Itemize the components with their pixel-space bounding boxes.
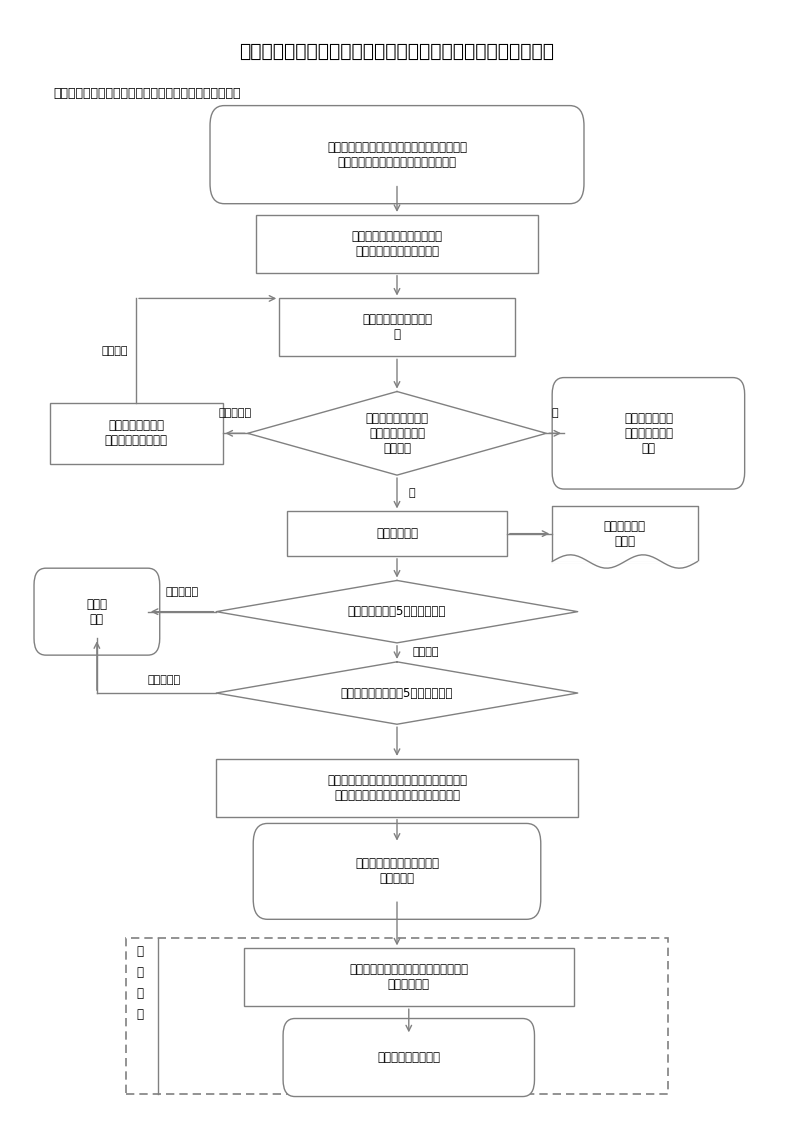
Text: 补齐材料: 补齐材料 xyxy=(102,346,129,356)
Text: 当场退回，并出具
《业务指引告知书》: 当场退回，并出具 《业务指引告知书》 xyxy=(105,419,168,447)
FancyBboxPatch shape xyxy=(50,403,222,464)
FancyBboxPatch shape xyxy=(210,106,584,203)
Text: 办结：后续流程办结: 办结：后续流程办结 xyxy=(377,1051,441,1063)
Text: 不予受理，出具
《不予受理决定
书》: 不予受理，出具 《不予受理决定 书》 xyxy=(624,412,673,455)
FancyBboxPatch shape xyxy=(126,938,668,1094)
Text: 材料不齐全: 材料不齐全 xyxy=(218,409,252,418)
FancyBboxPatch shape xyxy=(216,759,578,816)
FancyBboxPatch shape xyxy=(283,1019,534,1096)
FancyBboxPatch shape xyxy=(253,823,541,920)
Text: 审核（补齐补正5个工作日内）: 审核（补齐补正5个工作日内） xyxy=(348,605,446,618)
Text: 审批办理（补齐补正5个工作日内）: 审批办理（补齐补正5个工作日内） xyxy=(341,686,453,700)
FancyBboxPatch shape xyxy=(287,511,507,556)
Text: 说明：窗口办理补齐补正业务，时限不计入承诺办理时限: 说明：窗口办理补齐补正业务，时限不计入承诺办理时限 xyxy=(54,86,241,100)
Text: 审核通过: 审核通过 xyxy=(413,647,439,657)
FancyBboxPatch shape xyxy=(279,299,515,356)
Text: 否: 否 xyxy=(552,409,558,418)
Text: 审批不通过: 审批不通过 xyxy=(148,675,181,685)
Polygon shape xyxy=(552,505,697,562)
FancyBboxPatch shape xyxy=(34,568,160,655)
Text: 送达：参保人可网上查看基
数调高结果: 送达：参保人可网上查看基 数调高结果 xyxy=(355,857,439,885)
Text: 申请人填写申请表，并按照业
务办理的指南准备业务材料: 申请人填写申请表，并按照业 务办理的指南准备业务材料 xyxy=(352,230,442,258)
FancyBboxPatch shape xyxy=(244,948,574,1006)
FancyBboxPatch shape xyxy=(256,214,538,273)
Text: 申请人前往深圳市行政服务大厅社会保障服务
厅综合窗口，工作人员指引填写申请表: 申请人前往深圳市行政服务大厅社会保障服务 厅综合窗口，工作人员指引填写申请表 xyxy=(327,140,467,168)
Text: 告知申
请人: 告知申 请人 xyxy=(87,597,107,626)
Text: 现场取号，窗口申请办
理: 现场取号，窗口申请办 理 xyxy=(362,313,432,341)
Text: 受理（即时）: 受理（即时） xyxy=(376,527,418,540)
Text: 审核不通过: 审核不通过 xyxy=(166,586,198,596)
Text: 是: 是 xyxy=(409,489,415,499)
Text: 出具《受理告
知书》: 出具《受理告 知书》 xyxy=(604,520,646,548)
FancyBboxPatch shape xyxy=(552,377,745,489)
Text: 企业职工社会保险费断缴补缴申报窗口办理流程图（基数调高）: 企业职工社会保险费断缴补缴申报窗口办理流程图（基数调高） xyxy=(240,42,554,61)
Text: 后
续
流
程: 后 续 流 程 xyxy=(137,944,144,1021)
Text: 办结：工作人员审办完成后，申请单位操作基
数调高并在申请单位的社保缴费账号扣费: 办结：工作人员审办完成后，申请单位操作基 数调高并在申请单位的社保缴费账号扣费 xyxy=(327,774,467,802)
Text: 受理窗口审核条件、
材料是否符合要求
（即时）: 受理窗口审核条件、 材料是否符合要求 （即时） xyxy=(365,412,429,455)
Text: 社保部门核定社保费，核定完成后推送
税务部门扣费: 社保部门核定社保费，核定完成后推送 税务部门扣费 xyxy=(349,964,468,992)
